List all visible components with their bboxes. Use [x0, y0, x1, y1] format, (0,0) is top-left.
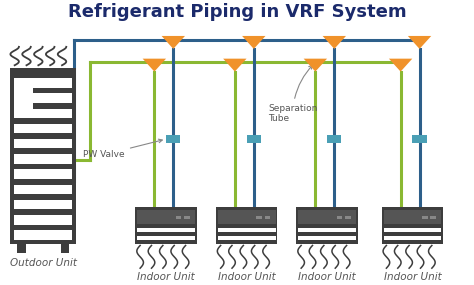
- Bar: [14, 169, 73, 179]
- Polygon shape: [143, 59, 166, 72]
- Polygon shape: [242, 36, 265, 49]
- Bar: [137, 210, 195, 224]
- Bar: [327, 135, 341, 143]
- Bar: [137, 228, 195, 231]
- Text: Refrigerant Piping in VRF System: Refrigerant Piping in VRF System: [68, 3, 407, 21]
- Bar: [264, 216, 270, 219]
- Bar: [298, 236, 356, 240]
- Bar: [14, 200, 73, 209]
- Bar: [218, 210, 275, 224]
- Bar: [61, 244, 69, 253]
- Bar: [256, 216, 262, 219]
- Bar: [422, 216, 428, 219]
- Bar: [17, 244, 26, 253]
- Bar: [14, 215, 73, 225]
- Polygon shape: [323, 36, 346, 49]
- Bar: [383, 228, 441, 231]
- Polygon shape: [408, 36, 431, 49]
- Text: PW Valve: PW Valve: [83, 139, 162, 159]
- Bar: [10, 68, 76, 244]
- Polygon shape: [162, 36, 185, 49]
- Bar: [14, 154, 73, 164]
- Bar: [337, 216, 342, 219]
- Bar: [218, 228, 275, 231]
- Bar: [14, 93, 73, 103]
- Bar: [246, 135, 261, 143]
- Polygon shape: [389, 59, 412, 72]
- Bar: [14, 124, 73, 133]
- Bar: [14, 78, 73, 87]
- Bar: [430, 216, 436, 219]
- Bar: [14, 139, 73, 148]
- Bar: [14, 185, 73, 194]
- Text: Indoor Unit: Indoor Unit: [383, 272, 441, 282]
- Bar: [218, 236, 275, 240]
- Bar: [296, 207, 358, 244]
- Bar: [216, 207, 277, 244]
- Bar: [382, 207, 443, 244]
- Bar: [137, 236, 195, 240]
- Bar: [298, 228, 356, 231]
- Bar: [383, 210, 441, 224]
- Text: Outdoor Unit: Outdoor Unit: [9, 258, 77, 268]
- Text: Indoor Unit: Indoor Unit: [298, 272, 356, 282]
- Polygon shape: [304, 59, 327, 72]
- Bar: [345, 216, 351, 219]
- Bar: [14, 230, 73, 240]
- Text: Separation
Tube: Separation Tube: [268, 65, 318, 123]
- Bar: [412, 135, 427, 143]
- Bar: [166, 135, 181, 143]
- Bar: [136, 207, 197, 244]
- Bar: [14, 109, 73, 118]
- Bar: [298, 210, 356, 224]
- Bar: [14, 88, 33, 113]
- Text: Indoor Unit: Indoor Unit: [218, 272, 275, 282]
- Text: Indoor Unit: Indoor Unit: [137, 272, 195, 282]
- Bar: [383, 236, 441, 240]
- Bar: [176, 216, 182, 219]
- Polygon shape: [223, 59, 246, 72]
- Bar: [184, 216, 190, 219]
